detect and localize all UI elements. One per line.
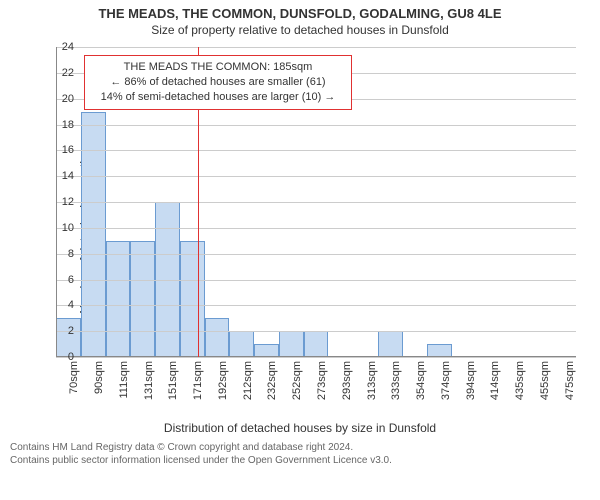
histogram-bar: [304, 331, 329, 357]
x-tick-label: 374sqm: [440, 361, 452, 400]
histogram-bar: [205, 318, 230, 357]
x-tick-label: 131sqm: [143, 361, 155, 400]
histogram-bar: [279, 331, 304, 357]
x-tick-label: 111sqm: [118, 361, 130, 399]
gridline: [56, 176, 576, 177]
y-tick-label: 18: [50, 119, 74, 131]
x-tick-label: 435sqm: [514, 361, 526, 400]
page-title-line1: THE MEADS, THE COMMON, DUNSFOLD, GODALMI…: [0, 6, 600, 21]
x-tick-label: 252sqm: [291, 361, 303, 400]
y-tick-label: 6: [50, 274, 74, 286]
annotation-line: ← 86% of detached houses are smaller (61…: [93, 75, 343, 90]
gridline: [56, 305, 576, 306]
histogram-bar: [106, 241, 131, 357]
y-tick-label: 14: [50, 170, 74, 182]
x-tick-label: 151sqm: [167, 361, 179, 400]
x-tick-label: 90sqm: [93, 361, 105, 394]
gridline: [56, 280, 576, 281]
x-tick-label: 313sqm: [366, 361, 378, 400]
gridline: [56, 254, 576, 255]
y-tick-label: 8: [50, 248, 74, 260]
histogram-bar: [81, 112, 106, 357]
x-tick-label: 333sqm: [390, 361, 402, 400]
x-tick-label: 273sqm: [316, 361, 328, 400]
annotation-box: THE MEADS THE COMMON: 185sqm← 86% of det…: [84, 55, 352, 110]
histogram-bar: [378, 331, 403, 357]
gridline: [56, 202, 576, 203]
plot-area: THE MEADS THE COMMON: 185sqm← 86% of det…: [56, 47, 576, 357]
y-tick-label: 4: [50, 299, 74, 311]
y-tick-label: 22: [50, 67, 74, 79]
x-tick-label: 171sqm: [192, 361, 204, 400]
x-tick-label: 394sqm: [465, 361, 477, 400]
page-title-line2: Size of property relative to detached ho…: [0, 23, 600, 37]
footer-line1: Contains HM Land Registry data © Crown c…: [10, 441, 590, 454]
histogram-bar: [229, 331, 254, 357]
gridline: [56, 357, 576, 358]
footer-line2: Contains public sector information licen…: [10, 454, 590, 467]
x-tick-label: 192sqm: [217, 361, 229, 400]
x-tick-label: 414sqm: [489, 361, 501, 400]
y-tick-label: 16: [50, 144, 74, 156]
y-tick-label: 24: [50, 41, 74, 53]
x-tick-label: 354sqm: [415, 361, 427, 400]
footer: Contains HM Land Registry data © Crown c…: [10, 441, 590, 467]
x-tick-label: 70sqm: [68, 361, 80, 394]
gridline: [56, 47, 576, 48]
x-tick-label: 293sqm: [341, 361, 353, 400]
annotation-line: THE MEADS THE COMMON: 185sqm: [93, 60, 343, 75]
gridline: [56, 228, 576, 229]
chart-container: Number of detached properties THE MEADS …: [0, 41, 600, 421]
gridline: [56, 150, 576, 151]
y-tick-label: 12: [50, 196, 74, 208]
x-tick-label: 232sqm: [266, 361, 278, 400]
gridline: [56, 125, 576, 126]
x-axis-label: Distribution of detached houses by size …: [0, 421, 600, 435]
gridline: [56, 331, 576, 332]
y-tick-label: 10: [50, 222, 74, 234]
x-tick-label: 475sqm: [564, 361, 576, 400]
histogram-bar: [130, 241, 155, 357]
y-tick-label: 20: [50, 93, 74, 105]
x-tick-label: 455sqm: [539, 361, 551, 400]
x-tick-label: 212sqm: [242, 361, 254, 400]
y-tick-label: 2: [50, 325, 74, 337]
annotation-line: 14% of semi-detached houses are larger (…: [93, 90, 343, 105]
histogram-bar: [180, 241, 205, 357]
